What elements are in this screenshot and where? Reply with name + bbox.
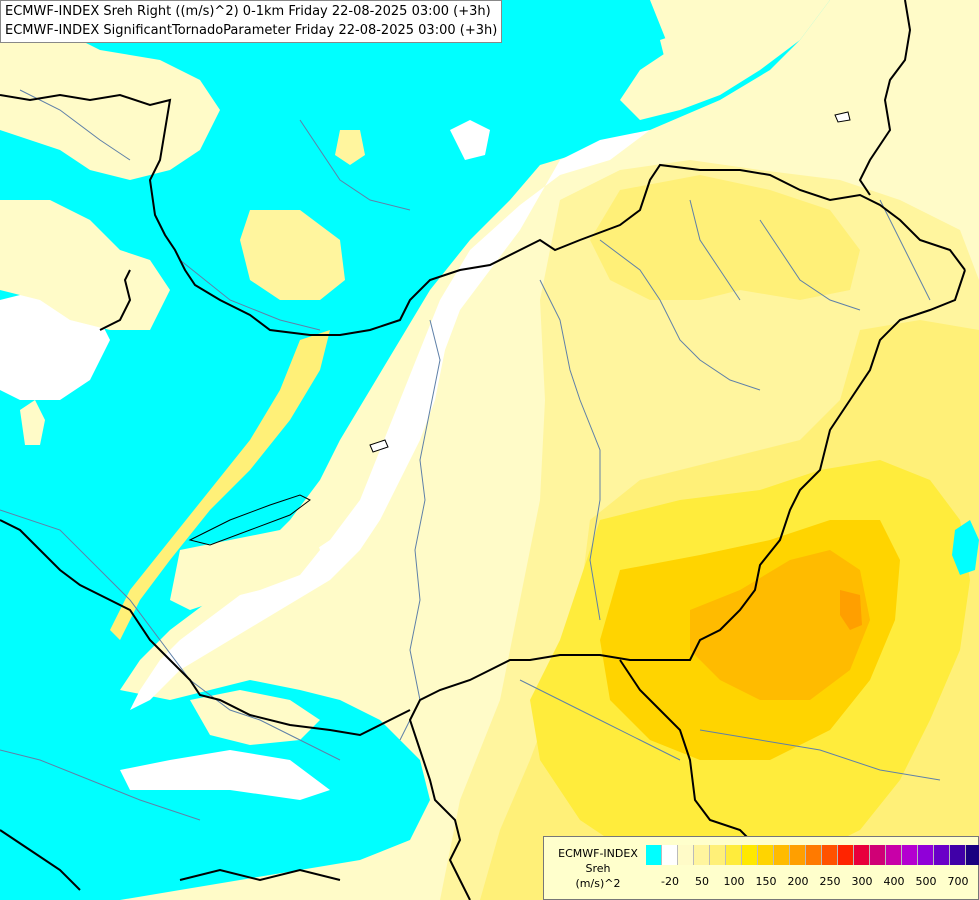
legend-swatch xyxy=(646,845,662,865)
field-cyan-region-north xyxy=(0,0,830,720)
legend-swatch xyxy=(774,845,790,865)
legend: ECMWF-INDEX Sreh (m/s)^2 -20 50 100 150 200 2… xyxy=(543,836,979,900)
legend-swatch xyxy=(902,845,918,865)
field-yellow-patch-nw xyxy=(0,30,220,180)
legend-swatch xyxy=(662,845,678,865)
lake-balaton xyxy=(188,494,311,546)
legend-swatch xyxy=(694,845,710,865)
legend-tick-label: 500 xyxy=(915,875,937,888)
field-white-patch-4 xyxy=(450,120,490,160)
legend-tick-label: 50 xyxy=(695,875,709,888)
legend-swatch xyxy=(758,845,774,865)
title-line-stp: ECMWF-INDEX SignificantTornadoParameter … xyxy=(5,23,498,38)
field-orange-peak xyxy=(840,590,862,630)
title-line-sreh: ECMWF-INDEX Sreh Right ((m/s)^2) 0-1km F… xyxy=(5,4,491,19)
legend-swatch xyxy=(870,845,886,865)
legend-swatch xyxy=(806,845,822,865)
legend-tick-label: 300 xyxy=(851,875,873,888)
legend-swatch xyxy=(742,845,758,865)
field-yellow-patch-c4 xyxy=(660,30,705,60)
legend-swatch xyxy=(886,845,902,865)
lake-small-1 xyxy=(369,439,389,453)
legend-swatch xyxy=(710,845,726,865)
legend-model-label: ECMWF-INDEX xyxy=(558,847,638,860)
legend-swatch xyxy=(966,845,979,865)
field-yellow-patch-c2 xyxy=(335,130,365,165)
legend-tick-label: 700 xyxy=(947,875,969,888)
legend-swatch xyxy=(726,845,742,865)
legend-swatch xyxy=(822,845,838,865)
legend-tick-label: 100 xyxy=(723,875,745,888)
legend-title: ECMWF-INDEX Sreh (m/s)^2 xyxy=(550,846,646,891)
field-yellow-patch-w xyxy=(0,200,170,330)
legend-param-label: Sreh xyxy=(585,862,611,875)
field-yellow-patch-c3 xyxy=(620,0,830,120)
field-yellow-band-west xyxy=(110,330,330,640)
legend-swatch xyxy=(854,845,870,865)
legend-tick-label: 200 xyxy=(787,875,809,888)
legend-swatch xyxy=(950,845,966,865)
legend-tick-label: 150 xyxy=(755,875,777,888)
field-orange-core xyxy=(690,550,870,700)
legend-swatch xyxy=(838,845,854,865)
field-cyan-spot-east xyxy=(952,520,979,575)
legend-swatch xyxy=(918,845,934,865)
legend-tick-label: 250 xyxy=(819,875,841,888)
lake-small-2 xyxy=(834,111,851,123)
field-yellow-patch-c1 xyxy=(240,210,345,300)
legend-swatch xyxy=(934,845,950,865)
legend-tick-label: -20 xyxy=(661,875,679,888)
legend-swatch xyxy=(790,845,806,865)
legend-tick-label: 400 xyxy=(883,875,905,888)
legend-color-scale xyxy=(646,845,979,865)
legend-swatch xyxy=(678,845,694,865)
title-box: ECMWF-INDEX Sreh Right ((m/s)^2) 0-1km F… xyxy=(0,0,503,43)
field-yellow-patch-c5 xyxy=(170,520,320,610)
legend-tick-labels: -20 50 100 150 200 250 300 400 500 700 xyxy=(646,875,976,891)
field-white-patch-2 xyxy=(120,750,330,800)
legend-unit-label: (m/s)^2 xyxy=(575,877,621,890)
field-yellow-patch-c6 xyxy=(20,400,45,445)
field-white-band xyxy=(130,130,650,710)
